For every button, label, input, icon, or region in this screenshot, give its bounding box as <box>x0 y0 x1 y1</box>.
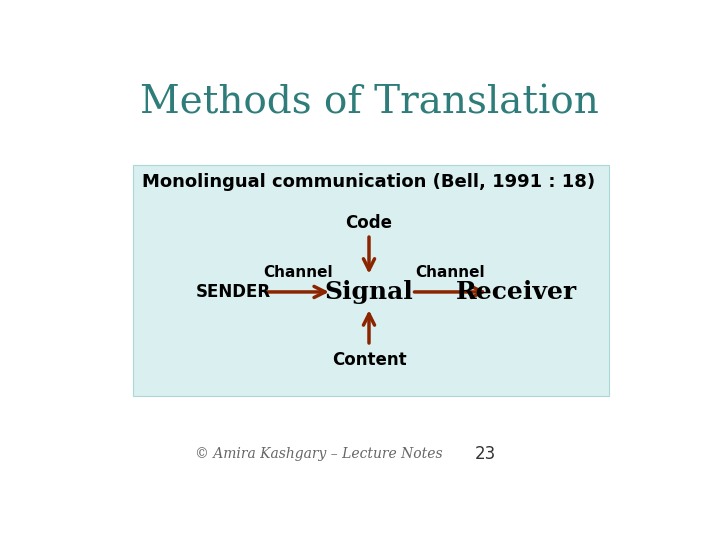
Text: Channel: Channel <box>415 265 485 280</box>
Bar <box>132 165 609 396</box>
Text: Content: Content <box>332 350 406 369</box>
Text: 23: 23 <box>474 444 496 463</box>
Text: Methods of Translation: Methods of Translation <box>140 85 598 122</box>
Text: Channel: Channel <box>263 265 333 280</box>
Text: Receiver: Receiver <box>456 280 577 304</box>
Text: SENDER: SENDER <box>196 283 271 301</box>
Text: Monolingual communication (Bell, 1991 : 18): Monolingual communication (Bell, 1991 : … <box>142 173 595 191</box>
Text: © Amira Kashgary – Lecture Notes: © Amira Kashgary – Lecture Notes <box>195 447 442 461</box>
Text: Code: Code <box>346 214 392 232</box>
Text: Signal: Signal <box>325 280 413 304</box>
